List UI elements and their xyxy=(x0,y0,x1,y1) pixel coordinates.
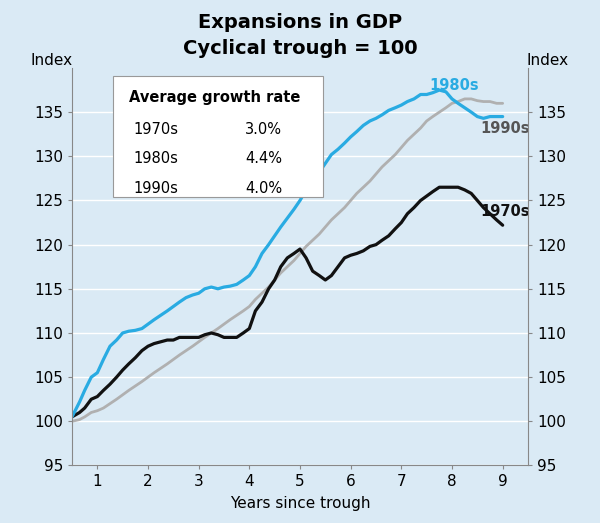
Text: 1990s: 1990s xyxy=(480,121,529,135)
Text: Index: Index xyxy=(31,53,73,68)
Text: Average growth rate: Average growth rate xyxy=(129,90,301,105)
Text: Index: Index xyxy=(527,53,569,68)
Text: 1990s: 1990s xyxy=(134,181,178,196)
Text: 4.0%: 4.0% xyxy=(245,181,283,196)
Text: 1970s: 1970s xyxy=(134,122,179,137)
Text: 1980s: 1980s xyxy=(429,78,479,93)
Text: 4.4%: 4.4% xyxy=(245,152,282,166)
Text: 1970s: 1970s xyxy=(480,203,529,219)
Text: 1980s: 1980s xyxy=(134,152,178,166)
FancyBboxPatch shape xyxy=(113,76,323,197)
Title: Expansions in GDP
Cyclical trough = 100: Expansions in GDP Cyclical trough = 100 xyxy=(182,13,418,58)
Text: 3.0%: 3.0% xyxy=(245,122,282,137)
X-axis label: Years since trough: Years since trough xyxy=(230,496,370,511)
